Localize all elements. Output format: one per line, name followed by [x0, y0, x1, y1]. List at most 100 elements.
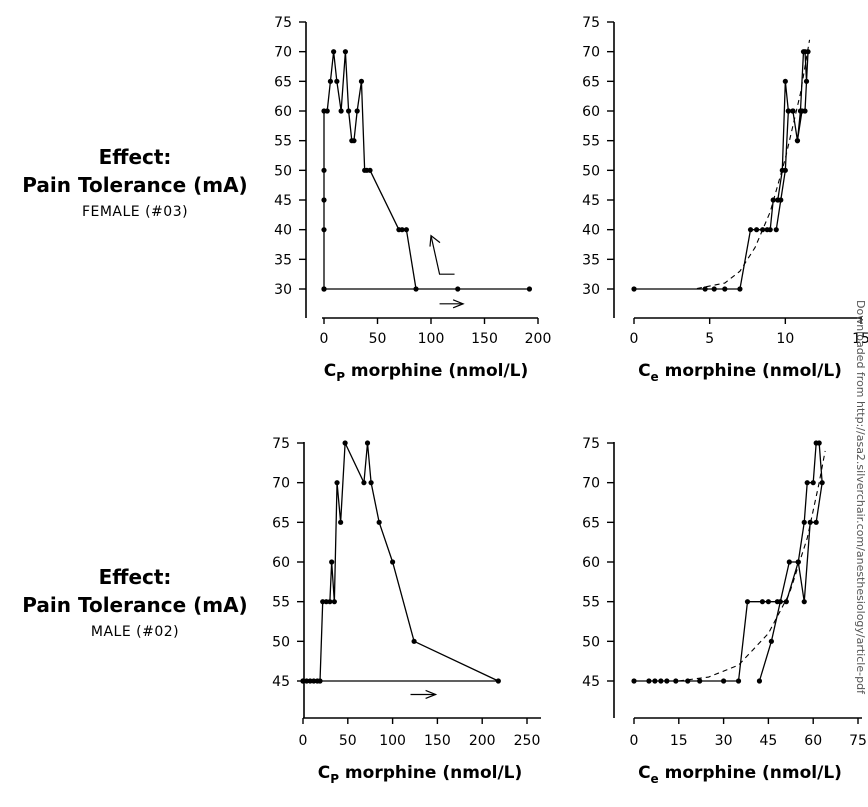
data-point [338, 108, 344, 114]
y-tick-label: 35 [582, 252, 600, 268]
data-point [646, 678, 652, 684]
y-tick-label: 75 [272, 436, 290, 452]
data-point [756, 678, 763, 684]
data-point [765, 599, 772, 605]
data-point [351, 138, 357, 144]
arrow-head [425, 689, 438, 700]
data-point [810, 480, 816, 486]
x-axis-title: CP morphine (nmol/L) [318, 763, 523, 786]
data-point [794, 138, 801, 144]
data-point [770, 197, 776, 203]
data-point [495, 678, 501, 684]
y-tick-label: 70 [582, 45, 600, 61]
y-tick-label: 60 [582, 555, 600, 571]
y-tick-label: 40 [274, 223, 292, 239]
y-tick-label: 50 [272, 634, 290, 650]
x-tick-label: 50 [369, 331, 387, 347]
y-tick-label: 30 [582, 282, 600, 298]
data-point [411, 638, 417, 644]
row-label-male: Effect: Pain Tolerance (mA) MALE (#02) [0, 563, 270, 645]
data-point [320, 599, 326, 605]
x-tick-label: 45 [759, 733, 777, 749]
subject-label: FEMALE (#03) [81, 204, 189, 220]
y-tick-label: 75 [274, 15, 292, 31]
data-point [321, 227, 327, 233]
series-line [634, 442, 823, 682]
data-point [711, 286, 717, 292]
x-tick-label: 150 [471, 331, 498, 347]
data-point [307, 678, 313, 684]
data-point [327, 78, 334, 84]
data-point [768, 638, 774, 644]
y-tick-label: 75 [582, 15, 600, 31]
data-point [777, 599, 783, 605]
y-tick-label: 50 [274, 163, 292, 179]
x-tick-label: 100 [379, 733, 406, 749]
data-point [804, 480, 810, 486]
data-point [342, 49, 348, 55]
data-point [526, 286, 533, 292]
data-point [790, 108, 796, 114]
y-tick-label: 70 [582, 476, 600, 492]
data-point [334, 78, 340, 84]
x-tick-label: 15 [670, 733, 688, 749]
y-tick-label: 65 [582, 515, 600, 531]
data-point [803, 78, 810, 84]
data-point [813, 519, 819, 525]
data-point [801, 519, 807, 525]
data-point [767, 227, 773, 233]
data-point [331, 49, 337, 55]
data-point [321, 167, 327, 173]
data-point [413, 286, 419, 292]
data-point [673, 678, 679, 684]
data-point [697, 678, 703, 684]
data-point [819, 480, 825, 486]
data-point [816, 440, 822, 446]
x-tick-label: 0 [630, 733, 639, 749]
x-axis-title: CP morphine (nmol/L) [324, 361, 529, 384]
data-point [753, 227, 760, 233]
x-tick-label: 15 [852, 331, 868, 347]
arrow-shaft [430, 235, 455, 275]
y-tick-label: 50 [582, 634, 600, 650]
data-point [631, 286, 637, 292]
y-tick-label: 60 [274, 104, 292, 120]
data-point [759, 599, 766, 605]
data-point [329, 559, 335, 565]
x-tick-label: 0 [299, 733, 308, 749]
data-point [311, 678, 317, 684]
data-point [455, 286, 461, 292]
x-tick-label: 10 [776, 331, 794, 347]
data-point [323, 599, 329, 605]
data-point [760, 227, 766, 233]
data-point [321, 286, 327, 292]
y-tick-label: 40 [582, 223, 600, 239]
data-point [376, 519, 382, 525]
data-point [303, 678, 310, 684]
y-tick-label: 35 [274, 252, 292, 268]
effect-label: Effect: [98, 145, 172, 169]
series-line [323, 51, 530, 290]
data-point [346, 108, 352, 114]
y-tick-label: 45 [582, 674, 600, 690]
data-point [342, 440, 348, 446]
y-tick-label: 65 [274, 74, 292, 90]
data-point [795, 559, 801, 565]
x-axis-title: Ce morphine (nmol/L) [638, 361, 842, 384]
data-point [338, 519, 344, 525]
data-point [801, 599, 807, 605]
data-point [778, 197, 784, 203]
download-watermark: Downloaded from http://asa2.silverchair.… [854, 300, 868, 807]
y-tick-label: 30 [274, 282, 292, 298]
x-tick-label: 100 [418, 331, 445, 347]
x-tick-label: 200 [469, 733, 496, 749]
data-point [807, 519, 813, 525]
fit-curve [634, 39, 811, 290]
y-tick-label: 55 [272, 595, 290, 611]
data-point [722, 286, 728, 292]
data-point [631, 678, 637, 684]
data-point [664, 678, 670, 684]
data-point [368, 480, 374, 486]
data-point [331, 599, 337, 605]
subject-label: MALE (#02) [90, 624, 180, 640]
